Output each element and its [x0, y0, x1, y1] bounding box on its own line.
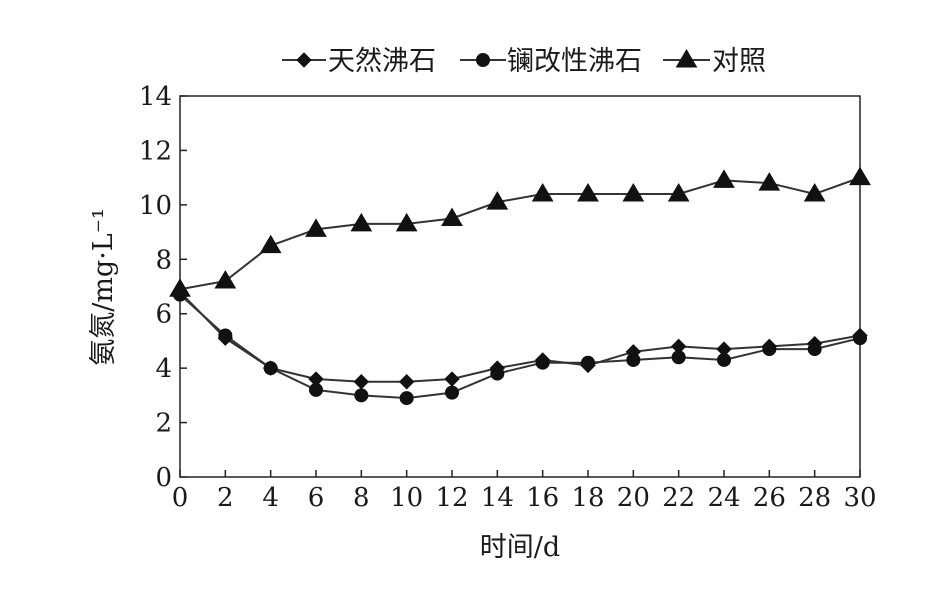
y-tick-label: 10 — [139, 191, 172, 221]
data-point-circle — [581, 355, 595, 370]
data-point-circle — [309, 382, 323, 397]
data-point-circle — [671, 350, 686, 365]
data-point-triangle — [622, 182, 645, 202]
series-line-triangle — [179, 176, 861, 291]
plot-area-frame — [179, 95, 861, 478]
data-point-diamond — [444, 371, 460, 387]
data-point-triangle — [803, 182, 826, 202]
data-point-circle — [762, 342, 777, 357]
y-tick-label: 0 — [155, 463, 172, 493]
x-tick-label: 14 — [481, 483, 514, 513]
data-point-circle — [445, 385, 459, 400]
data-point-triangle — [169, 278, 191, 297]
x-tick-label: 6 — [308, 483, 325, 513]
legend-marker-triangle — [675, 49, 698, 68]
data-point-triangle — [441, 207, 463, 226]
x-tick-label: 12 — [435, 483, 468, 513]
legend-item: 对照 — [663, 46, 766, 77]
y-tick-label: 8 — [155, 245, 172, 275]
legend: 天然沸石 镧改性沸石 对照 — [282, 46, 766, 77]
data-point-circle — [535, 355, 550, 370]
legend-marker-circle — [476, 53, 490, 67]
data-point-triangle — [667, 182, 690, 202]
data-point-circle — [399, 391, 414, 406]
x-tick-label: 26 — [753, 483, 786, 513]
x-tick-label: 2 — [217, 483, 234, 513]
data-point-triangle — [395, 212, 418, 232]
data-point-circle — [218, 328, 233, 343]
data-point-triangle — [849, 166, 871, 186]
series-line-circle — [179, 293, 861, 400]
data-point-diamond — [353, 374, 370, 390]
series-line-diamond — [179, 291, 861, 383]
legend-item: 天然沸石 — [282, 46, 436, 77]
series-group — [169, 166, 871, 406]
data-point-circle — [626, 352, 641, 367]
x-axis-title: 时间/d — [480, 532, 560, 563]
x-tick-label: 24 — [707, 483, 740, 513]
series-circle — [173, 287, 867, 406]
legend-item: 镧改性沸石 — [460, 46, 642, 77]
y-tick-label: 2 — [155, 409, 172, 439]
x-tick-label: 16 — [526, 483, 559, 513]
data-point-circle — [853, 331, 867, 346]
data-point-triangle — [713, 169, 735, 188]
y-axis-title: 氨氮/mg·L⁻¹ — [88, 208, 119, 366]
data-point-circle — [807, 342, 822, 357]
x-tick-label: 20 — [617, 483, 650, 513]
data-point-triangle — [214, 270, 237, 289]
data-point-circle — [263, 361, 278, 376]
data-point-triangle — [259, 234, 282, 254]
y-tick-label: 6 — [155, 300, 172, 330]
x-tick-label: 4 — [262, 483, 279, 513]
y-tick-label: 12 — [139, 136, 172, 166]
data-point-circle — [717, 352, 731, 367]
data-point-triangle — [486, 191, 509, 210]
x-tick-label: 22 — [662, 483, 695, 513]
x-tick-label: 10 — [390, 483, 423, 513]
x-tick-label: 18 — [571, 483, 604, 513]
legend-marker-diamond — [296, 52, 312, 68]
data-point-diamond — [398, 374, 415, 390]
legend-label: 镧改性沸石 — [507, 46, 642, 77]
x-tick-label: 28 — [798, 483, 831, 513]
data-point-triangle — [758, 172, 781, 191]
data-point-circle — [490, 366, 505, 381]
x-tick-label: 0 — [172, 483, 189, 513]
legend-label: 天然沸石 — [328, 46, 436, 77]
data-point-triangle — [305, 218, 327, 237]
y-tick-label: 4 — [155, 354, 172, 384]
data-point-circle — [354, 388, 369, 403]
data-point-triangle — [531, 182, 554, 202]
series-triangle — [169, 166, 871, 297]
y-tick-label: 14 — [139, 82, 172, 112]
data-point-triangle — [350, 212, 373, 232]
series-diamond — [172, 284, 868, 390]
data-point-triangle — [577, 182, 599, 202]
x-tick-label: 30 — [843, 483, 876, 513]
legend-label: 对照 — [712, 46, 766, 77]
x-tick-label: 8 — [353, 483, 370, 513]
